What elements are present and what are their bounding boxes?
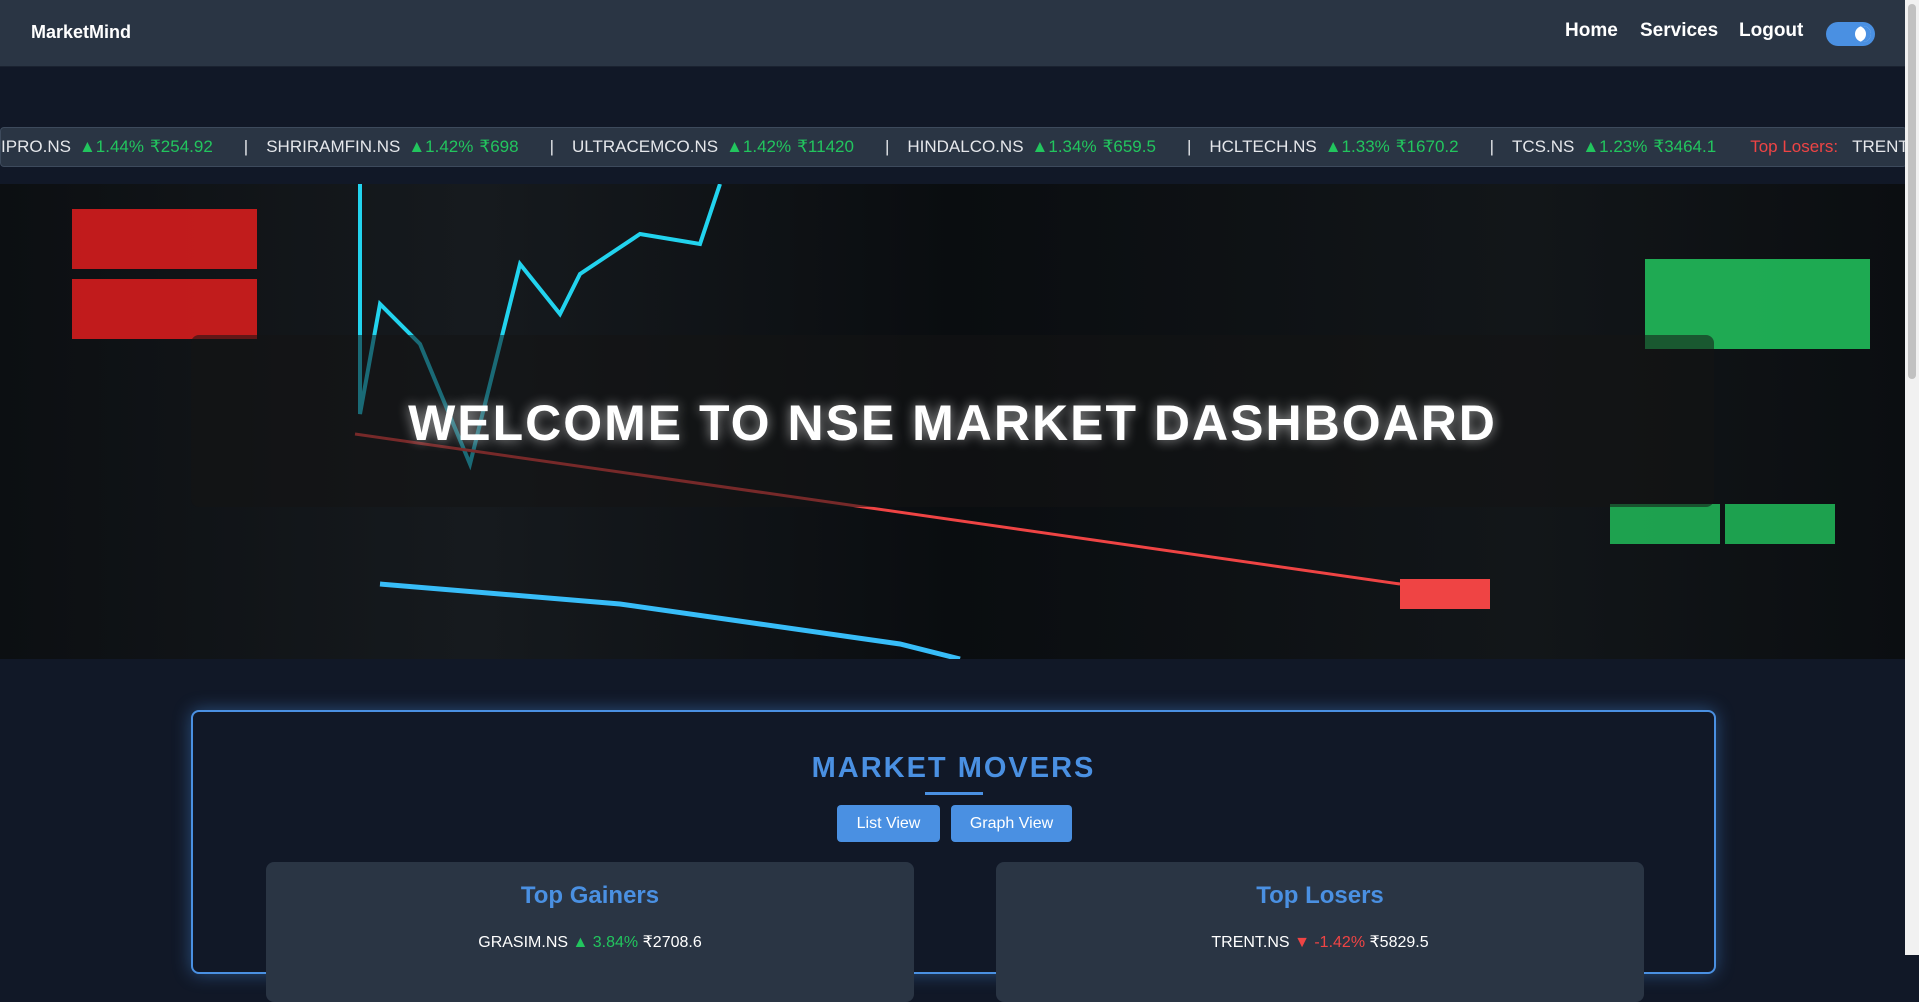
ticker-change: ▲1.34% (1031, 137, 1097, 156)
navbar: MarketMind Home Services Logout (0, 0, 1905, 67)
hero-background (72, 184, 1870, 659)
separator: | (549, 137, 554, 156)
market-movers: MARKET MOVERS List View Graph View Top G… (191, 710, 1716, 1002)
list-view-button[interactable]: List View (837, 805, 940, 842)
theme-toggle[interactable] (1826, 22, 1875, 46)
card-title: Top Gainers (520, 882, 660, 909)
ticker-change: ▲1.44% (78, 137, 144, 156)
hero-overlay (191, 335, 1714, 507)
ticker-symbol: HCLTECH.NS (1209, 137, 1317, 156)
ticker-symbol: TRENT.NS (1852, 137, 1907, 156)
ticker-price: ₹254.92 (149, 137, 213, 156)
ticker-symbol: TCS.NS (1512, 137, 1575, 156)
card-title: Top Losers (1256, 882, 1384, 909)
symbol: GRASIM.NS (478, 934, 569, 951)
nav-link[interactable]: Services (1640, 20, 1719, 41)
ticker-change: ▲1.42% (408, 137, 474, 156)
separator: | (1489, 137, 1494, 156)
ticker-change: ▲1.42% (726, 137, 792, 156)
ticker-price: ₹659.5 (1102, 137, 1156, 156)
stock-row: TRENT.NS ▼ -1.42% ₹5829.5 (996, 932, 1644, 952)
price: ₹2708.6 (642, 934, 702, 951)
section-title: MARKET MOVERS (811, 752, 1096, 784)
title-underline (925, 792, 983, 795)
separator: | (243, 137, 249, 156)
ticker-price: ₹698 (479, 137, 519, 156)
ticker-symbol: SHRIRAMFIN.NS (266, 137, 401, 156)
ticker-price: ₹11420 (797, 137, 854, 156)
ticker-symbol: ULTRACEMCO.NS (571, 137, 719, 156)
brand[interactable]: MarketMind (31, 22, 132, 42)
ticker-track: WIPRO.NS ▲1.44% ₹254.92 | SHRIRAMFIN.NS ▲1.42… (1, 128, 1907, 166)
losers-card: Top Losers TRENT.NS ▼ -1.42% ₹5829.5 (996, 862, 1644, 1002)
losers-label: Top Losers: (1750, 137, 1839, 156)
ticker-symbol: WIPRO.NS (1, 137, 71, 156)
ticker-price: ₹3464.1 (1653, 137, 1717, 156)
scrollbar-thumb[interactable] (1908, 4, 1916, 379)
ticker-price: ₹1670.2 (1395, 137, 1459, 156)
change: ▲ 3.84% (572, 934, 639, 951)
symbol: TRENT.NS (1211, 934, 1290, 951)
nav-link[interactable]: Home (1565, 20, 1618, 41)
price: ₹5829.5 (1369, 934, 1429, 951)
nav-link[interactable]: Logout (1739, 20, 1804, 41)
change: ▼ -1.42% (1294, 934, 1366, 951)
ticker-change: ▲1.33% (1324, 137, 1390, 156)
hero: WELCOME TO NSE MARKET DASHBOARD (0, 184, 1905, 659)
ticker-change: ▲1.23% (1582, 137, 1648, 156)
separator: | (1186, 137, 1192, 156)
stock-row: GRASIM.NS ▲ 3.84% ₹2708.6 (266, 932, 914, 952)
ticker-symbol: HINDALCO.NS (907, 137, 1024, 156)
separator: | (884, 137, 890, 156)
gainers-card: Top Gainers GRASIM.NS ▲ 3.84% ₹2708.6 (266, 862, 914, 1002)
ticker: WIPRO.NS ▲1.44% ₹254.92 | SHRIRAMFIN.NS ▲1.42… (0, 127, 1907, 167)
hero-title: WELCOME TO NSE MARKET DASHBOARD (408, 395, 1497, 451)
graph-view-button[interactable]: Graph View (951, 805, 1072, 842)
